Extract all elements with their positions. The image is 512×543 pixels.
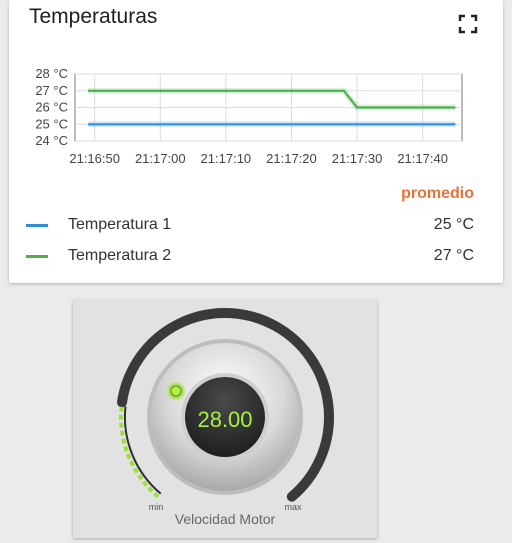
legend-value: 25 °C	[433, 216, 474, 233]
x-tick-label: 21:17:00	[135, 151, 186, 166]
x-tick-label: 21:17:10	[201, 151, 252, 166]
legend-name: Temperatura 2	[68, 247, 172, 264]
legend-name: Temperatura 1	[68, 216, 172, 233]
fullscreen-icon	[458, 14, 478, 34]
gauge-min-label: min	[149, 502, 164, 512]
y-tick-label: 24 °C	[35, 133, 68, 148]
x-tick-label: 21:17:40	[397, 151, 448, 166]
y-tick-label: 28 °C	[35, 66, 68, 81]
x-tick-label: 21:17:20	[266, 151, 317, 166]
led-indicator-icon	[170, 385, 182, 397]
series-line-glow-2	[88, 87, 456, 111]
y-tick-label: 25 °C	[35, 116, 68, 131]
card-title: Temperaturas	[29, 5, 158, 28]
legend-swatch	[26, 224, 48, 227]
temperature-chart: 28 °C 27 °C 26 °C25 °C 24 °C21:16:50 21:17:0…	[35, 66, 463, 166]
gauge-label: Velocidad Motor	[175, 511, 276, 527]
gauge-max-label: max	[284, 502, 302, 512]
legend-value: 27 °C	[433, 247, 474, 264]
gauge-level-arc	[119, 405, 160, 499]
legend-item-temperatura-2[interactable]: Temperatura 2 27 °C	[9, 244, 503, 268]
y-tick-label: 26 °C	[35, 100, 68, 115]
legend-swatch	[26, 255, 48, 258]
temperature-card: Temperaturas 28 °C 27 °C 26 °C 25 °C 24 °C 21…	[9, 0, 503, 283]
gauge-card: 28.00 min max Velocidad Motor	[73, 300, 377, 538]
gauge-track	[117, 308, 334, 502]
knob-display	[185, 377, 265, 457]
x-tick-label: 21:17:30	[332, 151, 383, 166]
legend-item-temperatura-1[interactable]: Temperatura 1 25 °C	[9, 213, 503, 237]
fullscreen-button[interactable]	[456, 12, 480, 36]
motor-speed-gauge[interactable]: 28.00 min max Velocidad Motor	[73, 300, 377, 538]
gauge-value: 28.00	[197, 407, 252, 432]
gauge-level-shadow	[123, 406, 162, 495]
aggregate-label: promedio	[401, 185, 474, 202]
x-tick-label: 21:16:50	[69, 151, 120, 166]
series-line-2	[88, 89, 456, 109]
y-tick-label: 27 °C	[35, 83, 68, 98]
